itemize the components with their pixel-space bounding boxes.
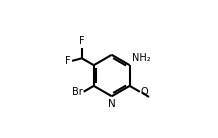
Text: F: F — [79, 36, 85, 46]
Text: F: F — [65, 56, 71, 66]
Text: Br: Br — [72, 87, 83, 97]
Text: O: O — [140, 87, 148, 97]
Text: N: N — [108, 99, 116, 109]
Text: NH₂: NH₂ — [132, 53, 151, 63]
